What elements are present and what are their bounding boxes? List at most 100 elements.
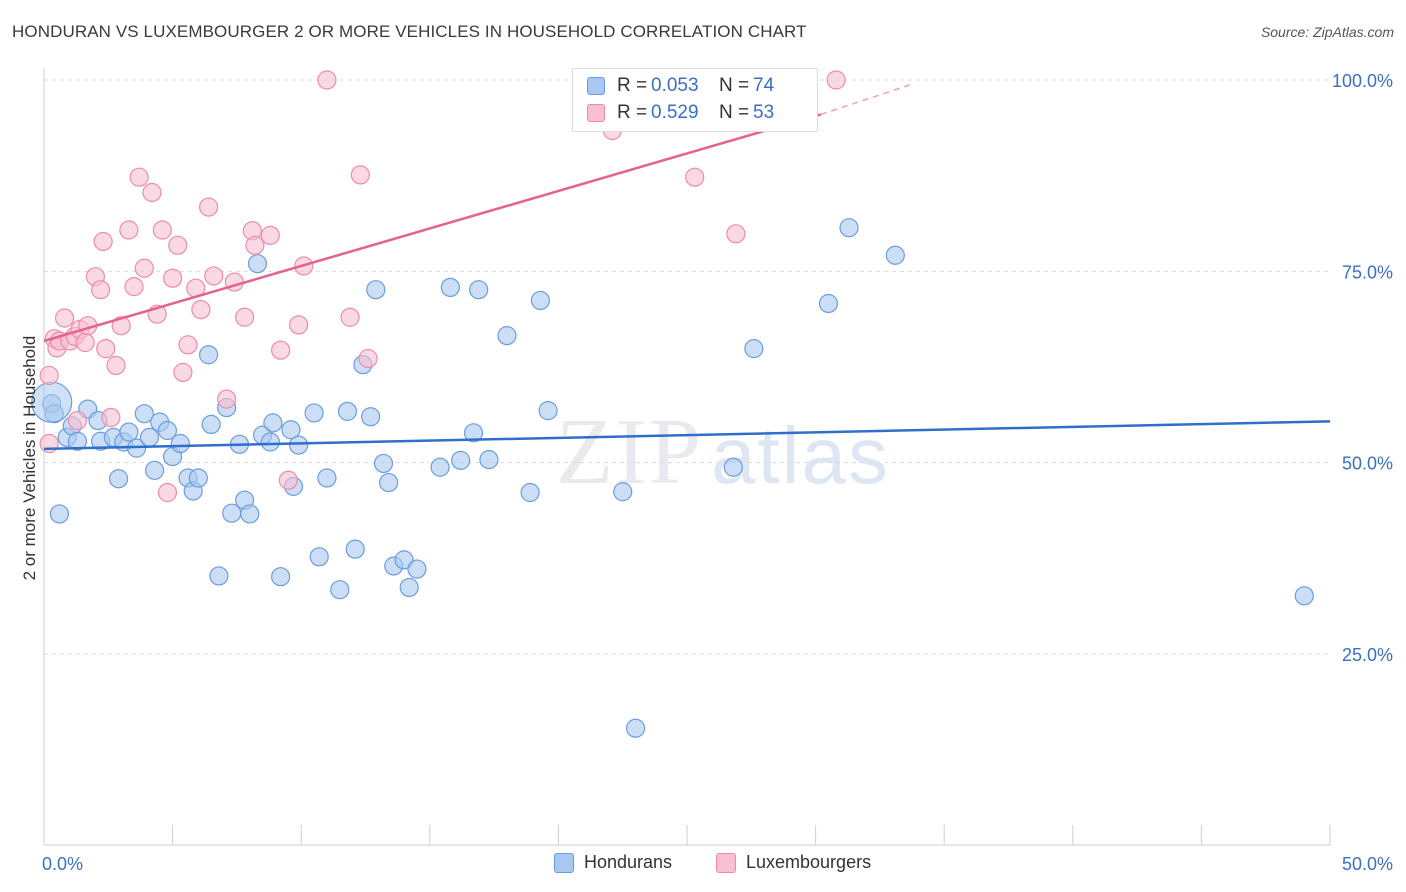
honduran-point <box>144 460 165 480</box>
y-tick-label: 25.0% <box>1342 645 1393 665</box>
luxembourger-point <box>142 182 162 203</box>
luxembourger-point <box>317 70 337 90</box>
honduran-point <box>199 345 219 365</box>
legend-swatch-hondurans <box>587 77 605 95</box>
honduran-point <box>119 422 139 442</box>
honduran-point <box>430 457 450 477</box>
legend-item-hondurans[interactable]: Hondurans <box>554 852 672 873</box>
honduran-point <box>289 435 309 455</box>
luxembourger-point <box>235 307 255 327</box>
honduran-point <box>839 218 859 238</box>
luxembourger-point <box>54 308 75 328</box>
honduran-point <box>260 432 280 452</box>
luxembourger-point <box>134 258 154 278</box>
luxembourger-point <box>157 482 178 503</box>
luxembourger-point <box>217 389 237 409</box>
legend-swatch-luxembourgers <box>716 852 736 873</box>
series-legend: Hondurans Luxembourgers <box>0 852 1406 878</box>
honduran-point <box>366 280 386 300</box>
honduran-point <box>1294 586 1314 606</box>
luxembourger-point <box>173 362 193 382</box>
honduran-point <box>744 339 764 359</box>
honduran-point <box>407 559 427 579</box>
honduran-point <box>330 580 350 600</box>
legend-r-value: 0.053 <box>651 75 699 96</box>
luxembourger-point <box>90 280 111 300</box>
honduran-point <box>170 433 190 454</box>
luxembourger-point <box>278 470 298 490</box>
honduran-point <box>281 420 301 440</box>
honduran-point <box>379 472 399 493</box>
honduran-point <box>188 468 208 488</box>
y-tick-label: 75.0% <box>1342 262 1393 282</box>
honduran-point <box>67 431 88 451</box>
y-tick-label: 100.0% <box>1332 71 1393 91</box>
honduran-point <box>530 290 550 311</box>
honduran-point <box>309 547 329 567</box>
luxembourger-trend-line <box>43 113 822 343</box>
luxembourger-point <box>106 355 126 376</box>
honduran-point <box>139 427 160 448</box>
legend-swatch-hondurans <box>554 852 574 873</box>
legend-label-hondurans: Hondurans <box>584 852 673 872</box>
luxembourger-point <box>260 225 280 245</box>
legend-n-label: N = <box>719 102 750 123</box>
luxembourger-point <box>124 277 144 297</box>
honduran-point <box>885 245 905 265</box>
honduran-point <box>538 401 558 421</box>
honduran-point <box>134 404 154 424</box>
legend-item-luxembourgers[interactable]: Luxembourgers <box>716 852 871 873</box>
honduran-point <box>625 718 646 738</box>
y-axis-label: 2 or more Vehicles in Household <box>20 335 39 581</box>
source-label: Source: ZipAtlas.com <box>1260 24 1394 40</box>
luxembourger-point <box>163 268 183 288</box>
luxembourger-point <box>350 165 370 185</box>
honduran-point <box>304 403 324 423</box>
honduran-point <box>479 450 499 470</box>
honduran-point <box>345 539 365 559</box>
luxembourger-point <box>199 197 219 217</box>
luxembourger-point <box>726 224 746 244</box>
luxembourger-point <box>245 235 265 255</box>
honduran-point <box>201 414 221 434</box>
luxembourger-point <box>340 307 360 327</box>
honduran-point <box>451 450 471 470</box>
legend-n-value: 74 <box>753 75 775 96</box>
honduran-point <box>463 423 484 443</box>
honduran-point <box>361 407 381 427</box>
chart-title: HONDURAN VS LUXEMBOURGER 2 OR MORE VEHIC… <box>12 22 807 41</box>
honduran-point <box>818 293 839 314</box>
honduran-point <box>373 453 394 474</box>
legend-label-luxembourgers: Luxembourgers <box>746 852 872 872</box>
luxembourger-point <box>96 339 116 359</box>
legend-row-luxembourgers: R = 0.529 N = 53 <box>587 100 774 126</box>
x-tick-label: 0.0% <box>42 854 83 874</box>
legend-n-value: 53 <box>753 102 775 123</box>
honduran-point <box>271 567 291 587</box>
luxembourger-trend-extension <box>820 83 914 116</box>
luxembourger-point <box>39 365 59 386</box>
luxembourger-point <box>204 266 224 286</box>
watermark-atlas: atlas <box>711 411 890 500</box>
honduran-point <box>263 413 283 433</box>
luxembourger-point <box>191 300 211 320</box>
honduran-point <box>497 326 517 346</box>
honduran-point <box>157 420 178 441</box>
honduran-point <box>247 254 268 274</box>
luxembourger-point <box>119 220 139 240</box>
honduran-point <box>240 504 260 524</box>
honduran-point <box>723 457 743 477</box>
luxembourger-point <box>685 167 705 187</box>
honduran-point <box>209 566 229 586</box>
legend-r-label: R = <box>617 75 648 96</box>
legend-n-label: N = <box>719 75 750 96</box>
honduran-trend-line <box>43 420 1331 451</box>
luxembourger-point <box>67 410 88 431</box>
honduran-point <box>399 577 419 598</box>
luxembourger-point <box>93 231 113 252</box>
honduran-point <box>520 482 540 503</box>
luxembourger-point <box>111 316 131 336</box>
luxembourger-point <box>129 167 149 187</box>
luxembourger-point <box>289 315 309 335</box>
